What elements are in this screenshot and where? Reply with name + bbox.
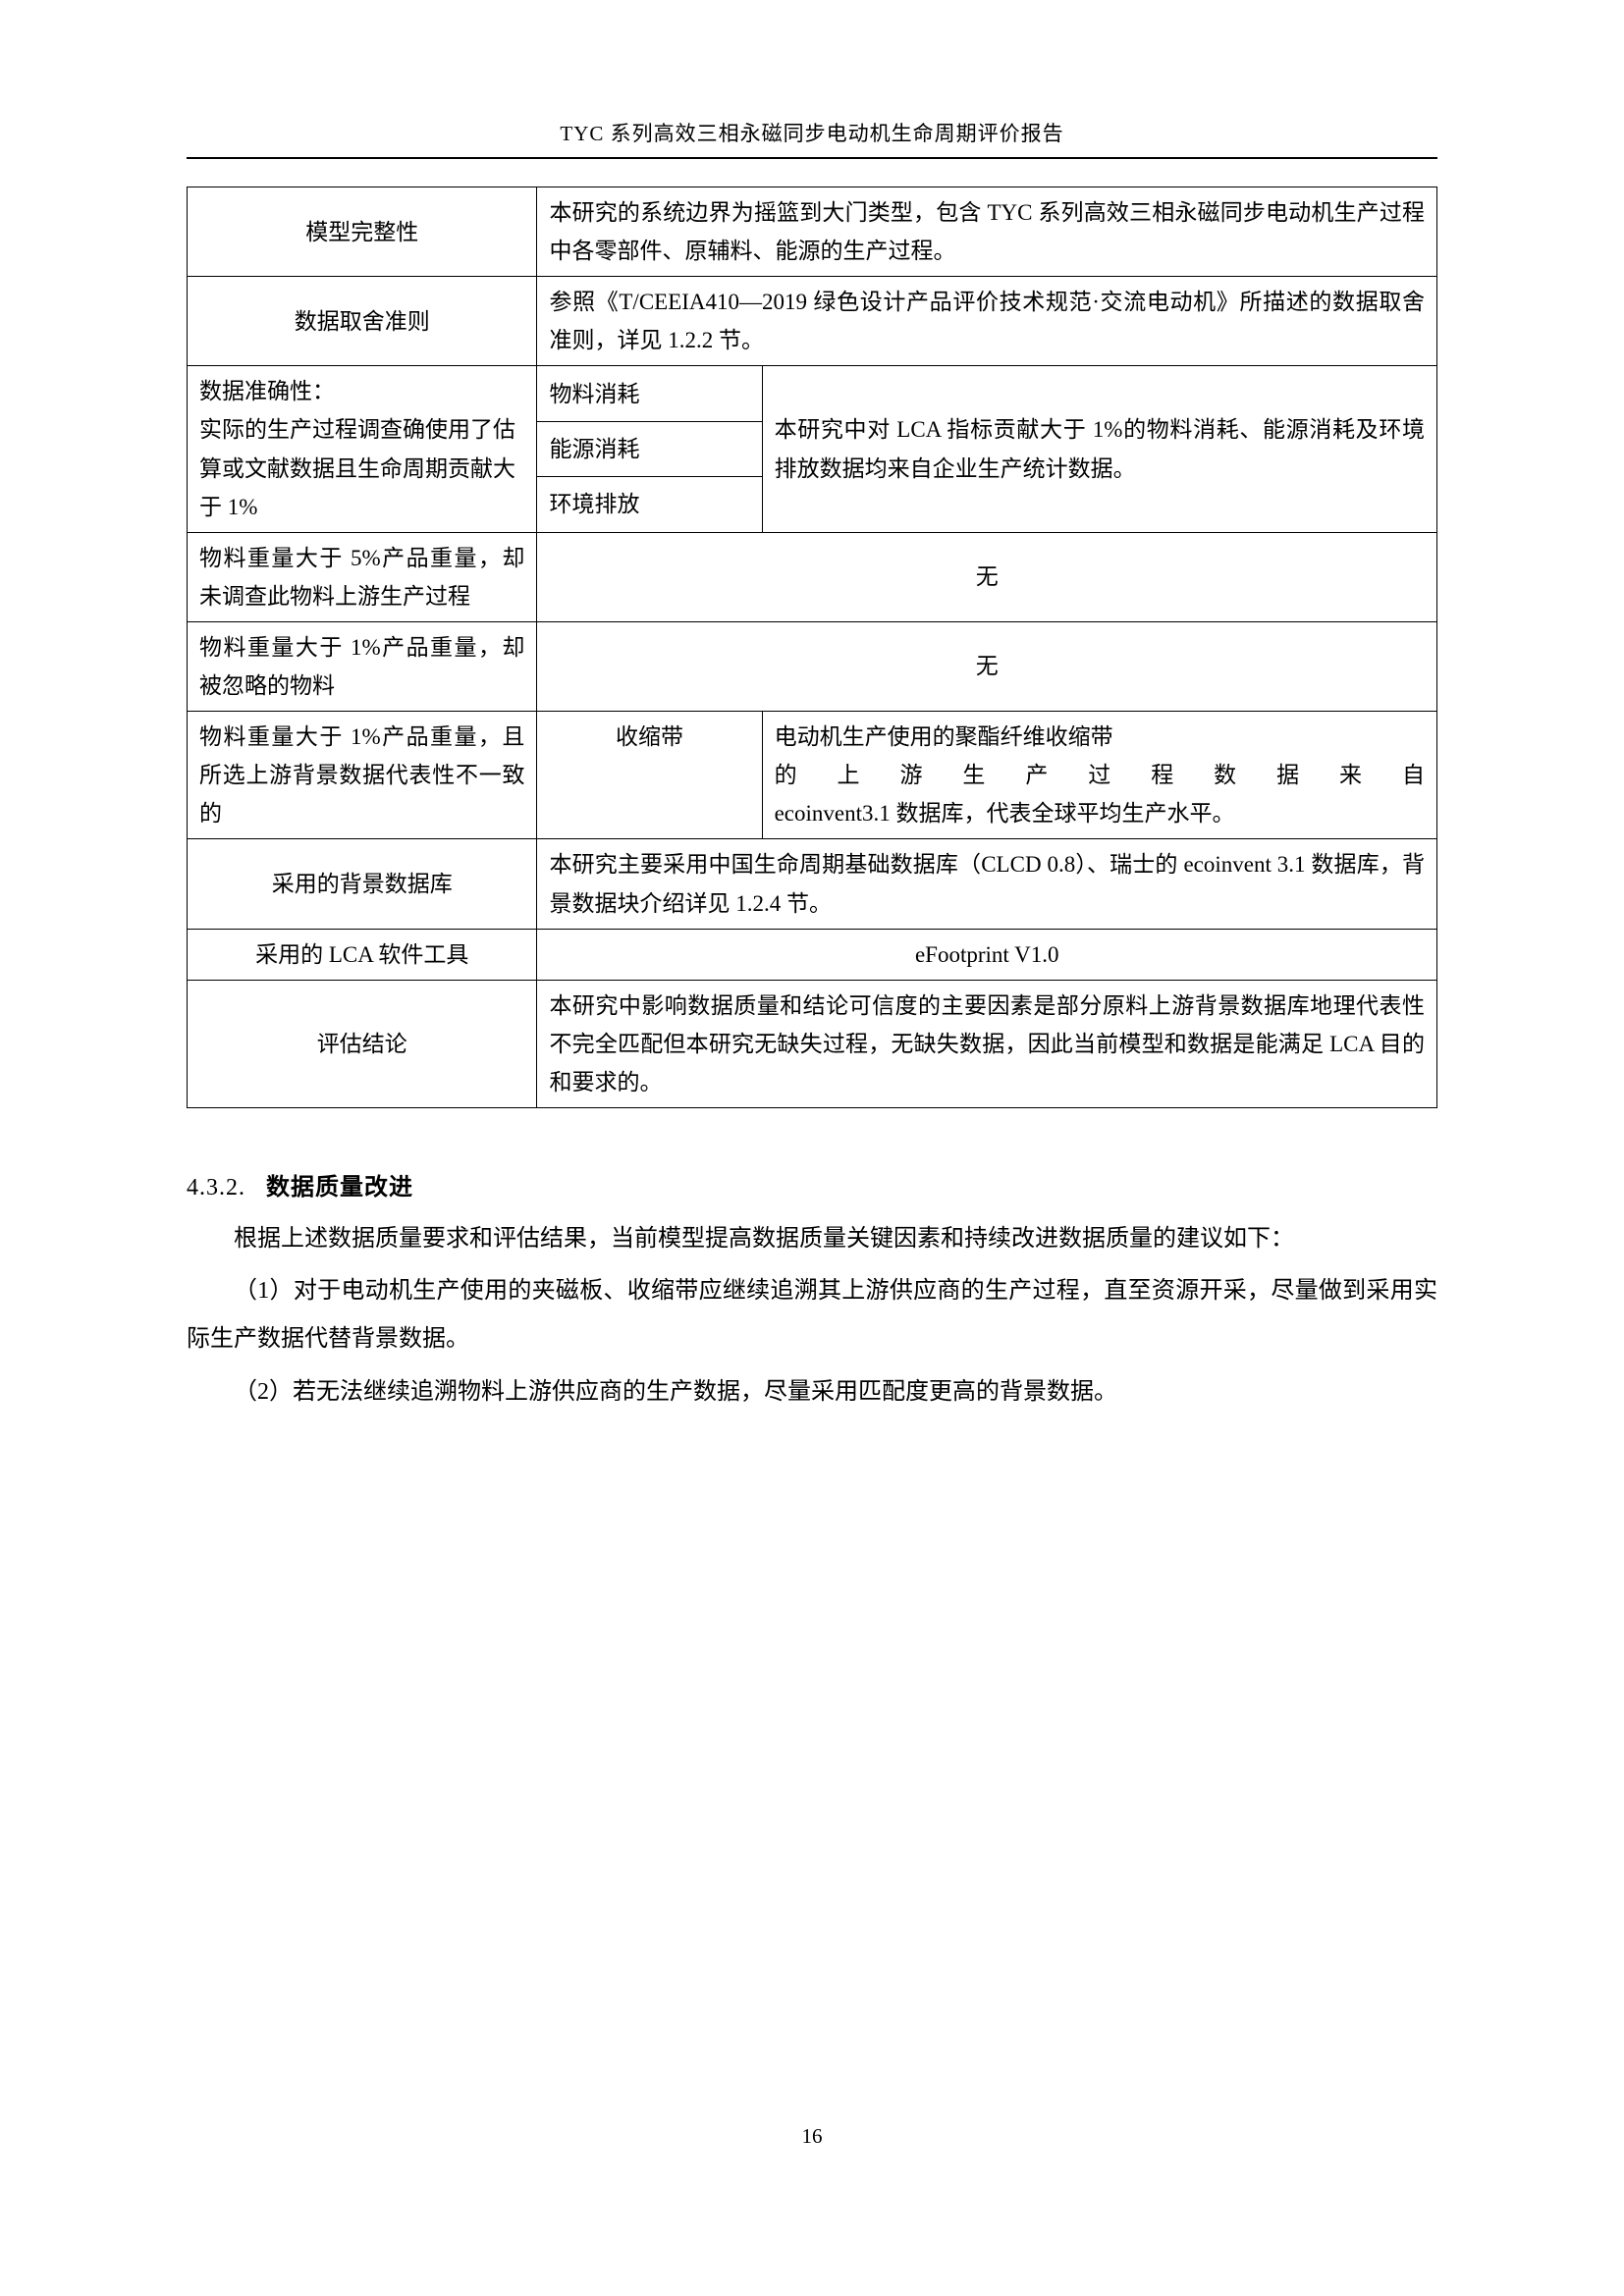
cell-label: 采用的 LCA 软件工具	[188, 929, 537, 980]
page-header: TYC 系列高效三相永磁同步电动机生命周期评价报告	[187, 118, 1437, 159]
text: 电动机生产使用的聚酯纤维收缩带	[775, 724, 1113, 749]
cell-sublabel: 收缩带	[537, 712, 762, 839]
section-title: 数据质量改进	[266, 1174, 413, 1201]
cell-value: 本研究中影响数据质量和结论可信度的主要因素是部分原料上游背景数据库地理代表性不完…	[537, 980, 1437, 1107]
page-number: 16	[0, 2124, 1624, 2149]
cell-label: 物料重量大于 5%产品重量，却未调查此物料上游生产过程	[188, 532, 537, 621]
cell-sublabel: 能源消耗	[537, 421, 762, 476]
table-row: 评估结论 本研究中影响数据质量和结论可信度的主要因素是部分原料上游背景数据库地理…	[188, 980, 1437, 1107]
cell-label: 模型完整性	[188, 187, 537, 277]
paragraph: （1）对于电动机生产使用的夹磁板、收缩带应继续追溯其上游供应商的生产过程，直至资…	[187, 1267, 1437, 1363]
cell-value: 本研究中对 LCA 指标贡献大于 1%的物料消耗、能源消耗及环境排放数据均来自企…	[762, 366, 1436, 532]
table-row: 数据取舍准则 参照《T/CEEIA410—2019 绿色设计产品评价技术规范·交…	[188, 277, 1437, 366]
section-number: 4.3.2.	[187, 1175, 245, 1201]
cell-value: eFootprint V1.0	[537, 929, 1437, 980]
table-row: 物料重量大于 5%产品重量，却未调查此物料上游生产过程 无	[188, 532, 1437, 621]
cell-label: 数据取舍准则	[188, 277, 537, 366]
cell-value: 参照《T/CEEIA410—2019 绿色设计产品评价技术规范·交流电动机》所描…	[537, 277, 1437, 366]
text: ecoinvent3.1 数据库，代表全球平均生产水平。	[775, 801, 1235, 826]
table-row: 模型完整性 本研究的系统边界为摇篮到大门类型，包含 TYC 系列高效三相永磁同步…	[188, 187, 1437, 277]
section-heading: 4.3.2. 数据质量改进	[187, 1167, 1437, 1201]
table-row: 数据准确性： 实际的生产过程调查确使用了估算或文献数据且生命周期贡献大于 1% …	[188, 366, 1437, 421]
cell-value: 本研究的系统边界为摇篮到大门类型，包含 TYC 系列高效三相永磁同步电动机生产过…	[537, 187, 1437, 277]
text: 数据准确性：	[199, 379, 335, 403]
assessment-table: 模型完整性 本研究的系统边界为摇篮到大门类型，包含 TYC 系列高效三相永磁同步…	[187, 187, 1437, 1108]
table-row: 物料重量大于 1%产品重量，且所选上游背景数据代表性不一致的 收缩带 电动机生产…	[188, 712, 1437, 839]
cell-label: 评估结论	[188, 980, 537, 1107]
paragraph: （2）若无法继续追溯物料上游供应商的生产数据，尽量采用匹配度更高的背景数据。	[187, 1368, 1437, 1416]
cell-sublabel: 物料消耗	[537, 366, 762, 421]
text: 的上游生产过程数据来自	[775, 756, 1425, 794]
paragraph: 根据上述数据质量要求和评估结果，当前模型提高数据质量关键因素和持续改进数据质量的…	[187, 1215, 1437, 1263]
table-row: 采用的 LCA 软件工具 eFootprint V1.0	[188, 929, 1437, 980]
cell-value: 无	[537, 532, 1437, 621]
cell-value: 电动机生产使用的聚酯纤维收缩带 的上游生产过程数据来自 ecoinvent3.1…	[762, 712, 1436, 839]
table-row: 采用的背景数据库 本研究主要采用中国生命周期基础数据库（CLCD 0.8）、瑞士…	[188, 839, 1437, 929]
table-row: 物料重量大于 1%产品重量，却被忽略的物料 无	[188, 621, 1437, 711]
cell-label: 采用的背景数据库	[188, 839, 537, 929]
cell-label: 物料重量大于 1%产品重量，却被忽略的物料	[188, 621, 537, 711]
cell-sublabel: 环境排放	[537, 477, 762, 532]
cell-value: 本研究主要采用中国生命周期基础数据库（CLCD 0.8）、瑞士的 ecoinve…	[537, 839, 1437, 929]
cell-label: 数据准确性： 实际的生产过程调查确使用了估算或文献数据且生命周期贡献大于 1%	[188, 366, 537, 532]
text: 实际的生产过程调查确使用了估算或文献数据且生命周期贡献大于 1%	[199, 417, 515, 518]
cell-value: 无	[537, 621, 1437, 711]
cell-label: 物料重量大于 1%产品重量，且所选上游背景数据代表性不一致的	[188, 712, 537, 839]
